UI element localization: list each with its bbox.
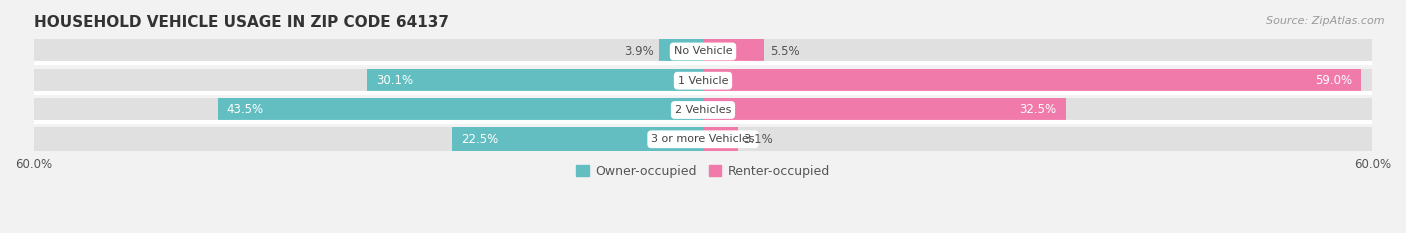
Bar (451, 127, 703, 151)
Text: 59.0%: 59.0% (1315, 74, 1353, 87)
Text: 5.5%: 5.5% (770, 45, 800, 58)
Text: Source: ZipAtlas.com: Source: ZipAtlas.com (1267, 16, 1385, 26)
Bar (218, 98, 703, 122)
Bar (703, 98, 1066, 122)
Bar (34, 39, 1372, 63)
Text: HOUSEHOLD VEHICLE USAGE IN ZIP CODE 64137: HOUSEHOLD VEHICLE USAGE IN ZIP CODE 6413… (34, 15, 449, 30)
Bar (34, 98, 1372, 122)
Legend: Owner-occupied, Renter-occupied: Owner-occupied, Renter-occupied (571, 160, 835, 183)
Text: No Vehicle: No Vehicle (673, 46, 733, 56)
Text: 3.1%: 3.1% (744, 133, 773, 146)
Text: 3 or more Vehicles: 3 or more Vehicles (651, 134, 755, 144)
Bar (703, 39, 765, 63)
Text: 1 Vehicle: 1 Vehicle (678, 76, 728, 86)
Text: 30.1%: 30.1% (375, 74, 413, 87)
Text: 32.5%: 32.5% (1019, 103, 1057, 116)
Text: 2 Vehicles: 2 Vehicles (675, 105, 731, 115)
Bar (703, 69, 1361, 93)
Text: 43.5%: 43.5% (226, 103, 264, 116)
Bar (34, 127, 1372, 151)
Text: 22.5%: 22.5% (461, 133, 498, 146)
Text: 3.9%: 3.9% (624, 45, 654, 58)
Bar (659, 39, 703, 63)
Bar (703, 127, 738, 151)
Bar (367, 69, 703, 93)
Bar (34, 69, 1372, 93)
